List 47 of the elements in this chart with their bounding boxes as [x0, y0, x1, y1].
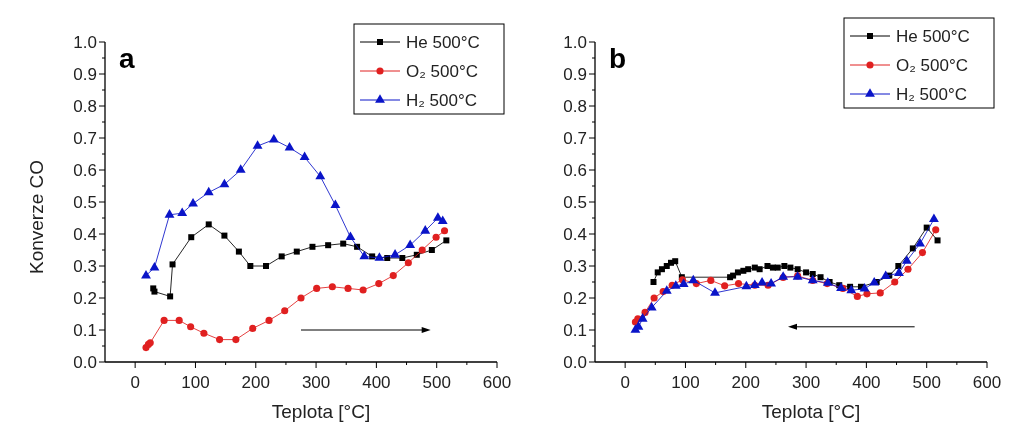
- legend-label: H₂ 500°C: [406, 91, 478, 110]
- x-tick-label: 100: [671, 373, 700, 392]
- legend-label: He 500°C: [406, 33, 480, 52]
- legend-label: He 500°C: [896, 27, 970, 46]
- y-tick-label: 0.4: [563, 225, 587, 244]
- x-tick-label: 500: [912, 373, 941, 392]
- y-tick-label: 0.8: [563, 97, 587, 116]
- y-tick-label: 1.0: [73, 33, 97, 52]
- x-axis-title: Teplota [°C]: [271, 401, 371, 422]
- x-axis-title: Teplota [°C]: [761, 401, 861, 422]
- x-tick-label: 300: [791, 373, 821, 392]
- legend-label: H₂ 500°C: [896, 85, 968, 104]
- y-axis-title: Konverze CO: [26, 159, 47, 275]
- y-tick-label: 0.4: [73, 225, 97, 244]
- y-tick-label: 0.7: [73, 129, 97, 148]
- x-tick-label: 200: [241, 373, 270, 392]
- x-tick-label: 100: [181, 373, 210, 392]
- x-tick-label: 0: [620, 373, 630, 392]
- y-tick-label: 0.2: [73, 289, 97, 308]
- y-tick-label: 0.1: [73, 321, 97, 340]
- x-tick-label: 600: [972, 373, 1002, 392]
- x-tick-label: 500: [422, 373, 451, 392]
- y-tick-label: 0.6: [563, 161, 587, 180]
- y-tick-label: 0.2: [563, 289, 587, 308]
- legend-label: O₂ 500°C: [406, 62, 478, 81]
- y-tick-label: 0.0: [563, 353, 587, 372]
- y-tick-label: 0.8: [73, 97, 97, 116]
- y-tick-label: 0.3: [563, 257, 587, 276]
- y-tick-label: 0.6: [73, 161, 97, 180]
- legend-label: O₂ 500°C: [896, 56, 968, 75]
- y-tick-label: 0.3: [73, 257, 97, 276]
- x-tick-label: 400: [852, 373, 881, 392]
- y-tick-label: 0.5: [73, 193, 97, 212]
- x-tick-label: 300: [301, 373, 331, 392]
- y-tick-label: 0.0: [73, 353, 97, 372]
- chart-title: a: [119, 43, 135, 74]
- y-tick-label: 1.0: [563, 33, 587, 52]
- x-tick-label: 200: [731, 373, 760, 392]
- y-tick-label: 0.5: [563, 193, 587, 212]
- x-tick-label: 400: [362, 373, 391, 392]
- x-tick-label: 0: [130, 373, 140, 392]
- x-tick-label: 600: [482, 373, 512, 392]
- y-tick-label: 0.7: [563, 129, 587, 148]
- chart-title: b: [609, 43, 627, 74]
- y-tick-label: 0.9: [563, 65, 587, 84]
- y-tick-label: 0.9: [73, 65, 97, 84]
- y-tick-label: 0.1: [563, 321, 587, 340]
